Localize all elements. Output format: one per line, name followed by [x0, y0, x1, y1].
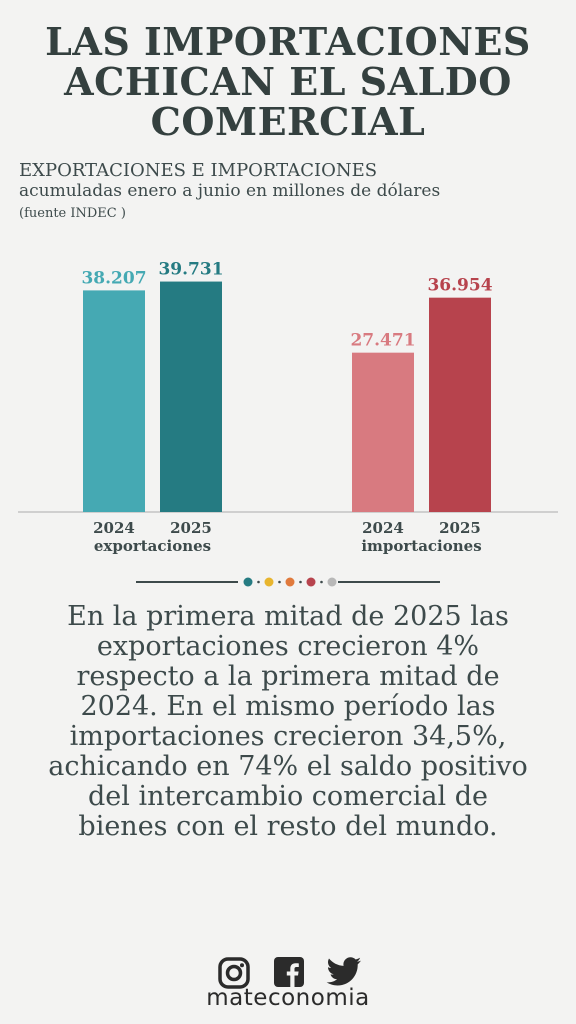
bar-exportaciones-2024	[83, 290, 145, 512]
chart-subtitle-detail: acumuladas enero a junio en millones de …	[19, 181, 441, 201]
title-line: ACHICAN EL SALDO	[64, 59, 512, 104]
body-line: bienes con el resto del mundo.	[78, 811, 498, 842]
body-line: achicando en 74% el saldo positivo	[48, 751, 528, 782]
divider-dot	[243, 577, 253, 587]
instagram-icon[interactable]	[218, 957, 250, 989]
body-line: respecto a la primera mitad de	[76, 661, 500, 692]
bar-importaciones-2024	[352, 352, 414, 512]
page-title: LAS IMPORTACIONES ACHICAN EL SALDO COMER…	[0, 22, 576, 142]
body-line: importaciones crecieron 34,5%,	[69, 721, 507, 752]
title-line: COMERCIAL	[150, 99, 426, 144]
tick-label-year: 2025	[170, 519, 212, 537]
data-label: 38.207	[81, 268, 146, 288]
facebook-icon[interactable]	[274, 957, 304, 987]
divider-small-dot	[299, 580, 302, 584]
data-label: 36.954	[427, 276, 492, 296]
divider-dot	[327, 577, 337, 587]
data-label: 39.731	[158, 260, 223, 280]
body-text: En la primera mitad de 2025 las exportac…	[20, 602, 556, 842]
divider-dot	[285, 577, 295, 587]
body-line: En la primera mitad de 2025 las	[67, 601, 509, 632]
body-line: 2024. En el mismo período las	[80, 691, 496, 722]
divider-dot	[264, 577, 274, 587]
bar-chart: 38.207202439.7312025exportaciones27.4712…	[18, 260, 558, 555]
divider-small-dot	[257, 580, 260, 584]
bar-exportaciones-2025	[160, 281, 222, 512]
divider-dot	[306, 577, 316, 587]
chart-subtitle: EXPORTACIONES E IMPORTACIONES	[19, 160, 378, 181]
tick-label-year: 2024	[362, 519, 404, 537]
title-line: LAS IMPORTACIONES	[45, 19, 531, 64]
body-line: exportaciones crecieron 4%	[96, 631, 480, 662]
brand-name: mateconomia	[206, 985, 370, 1011]
social-links	[216, 957, 366, 991]
data-label: 27.471	[350, 331, 415, 351]
group-label-importaciones: importaciones	[361, 537, 481, 555]
tick-label-year: 2025	[439, 519, 481, 537]
divider-small-dot	[320, 580, 323, 584]
source-note: (fuente INDEC )	[19, 206, 126, 221]
bar-importaciones-2025	[429, 297, 491, 512]
divider-small-dot	[278, 580, 281, 584]
group-label-exportaciones: exportaciones	[94, 537, 211, 555]
tick-label-year: 2024	[93, 519, 135, 537]
twitter-icon[interactable]	[326, 957, 362, 987]
body-line: del intercambio comercial de	[87, 781, 489, 812]
divider	[136, 577, 440, 587]
